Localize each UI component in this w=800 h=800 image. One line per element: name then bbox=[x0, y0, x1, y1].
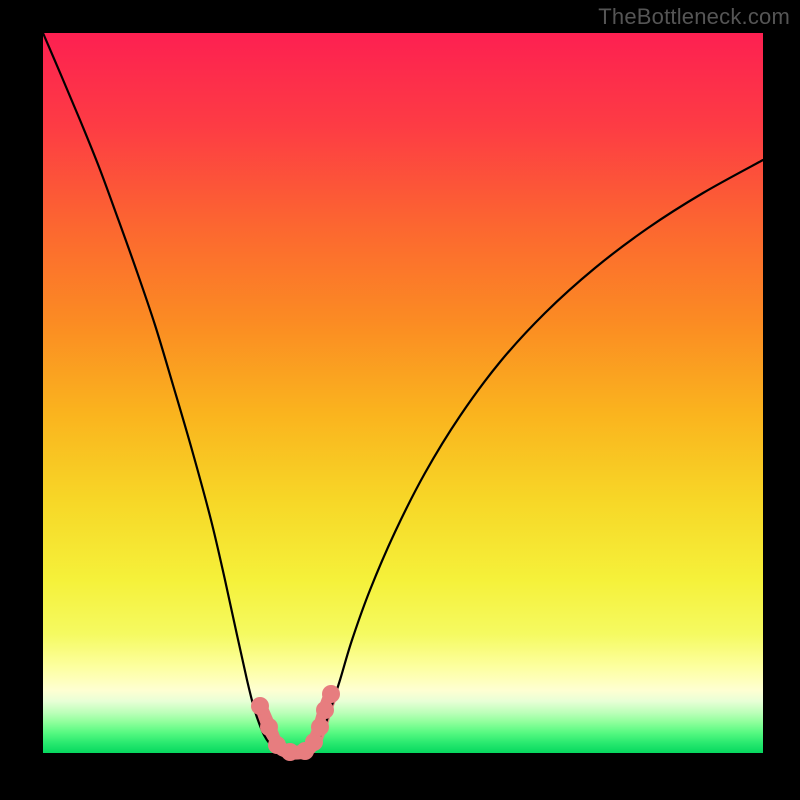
frame-left bbox=[0, 33, 43, 753]
chart-container: { "watermark": { "text": "TheBottleneck.… bbox=[0, 0, 800, 800]
watermark-text: TheBottleneck.com bbox=[598, 4, 790, 30]
marker-dot bbox=[311, 718, 329, 736]
marker-dot bbox=[316, 701, 334, 719]
bottleneck-chart bbox=[0, 0, 800, 800]
marker-dot bbox=[322, 685, 340, 703]
marker-dot bbox=[260, 718, 278, 736]
plot-background bbox=[43, 33, 763, 753]
frame-right bbox=[763, 33, 800, 753]
frame-bottom bbox=[0, 753, 800, 800]
marker-dot bbox=[251, 697, 269, 715]
